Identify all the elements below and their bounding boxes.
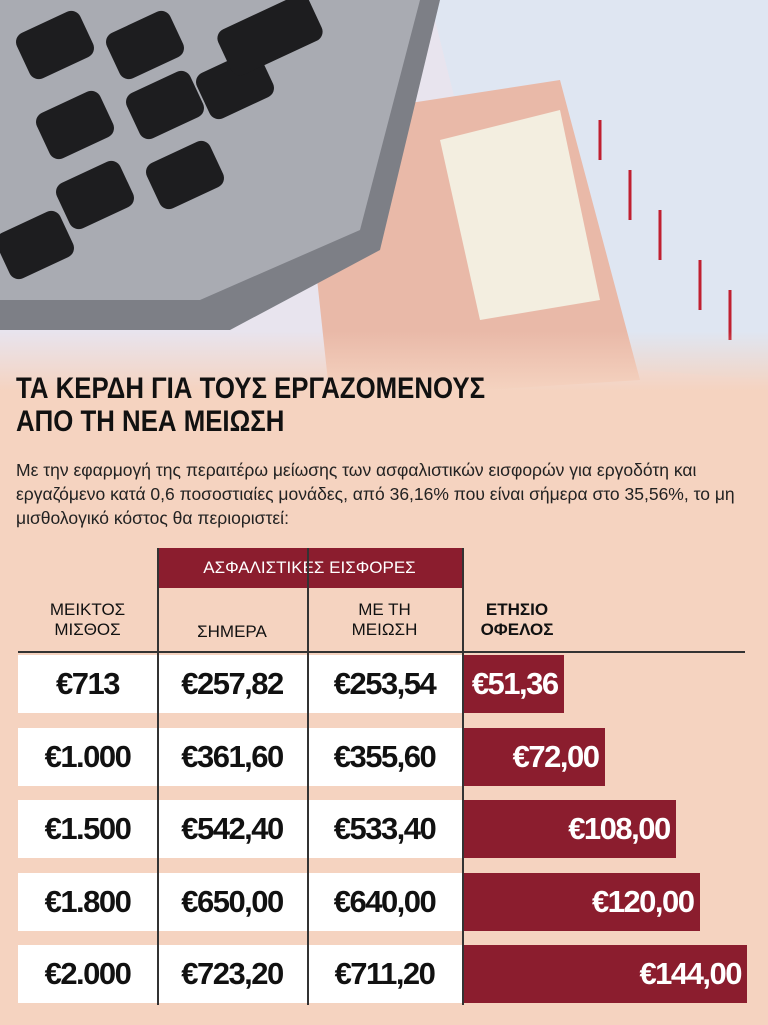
bar-value-label: €144,00 <box>639 956 742 991</box>
table-cell: €257,82 <box>181 666 284 701</box>
table-cell: €711,20 <box>334 956 436 991</box>
table-cell: €723,20 <box>181 956 284 991</box>
group-header-bg <box>157 548 462 588</box>
background-photo <box>0 0 768 460</box>
column-header: ΜΕ ΤΗ ΜΕΙΩΣΗ <box>351 600 418 639</box>
column-divider <box>157 655 159 1005</box>
title-line: ΑΠΟ ΤΗ ΝΕΑ ΜΕΙΩΣΗ <box>16 405 285 438</box>
bar-value-label: €108,00 <box>568 811 671 846</box>
table-cell: €1.500 <box>44 811 132 846</box>
bar <box>462 872 700 931</box>
table-cell: €640,00 <box>333 883 437 919</box>
table-cell: €542,40 <box>181 811 284 846</box>
table-cell: €253,54 <box>333 666 437 701</box>
table-cell: €650,00 <box>181 883 284 919</box>
bar-value-label: €120,00 <box>591 883 695 919</box>
column-header: ΜΕΙΚΤΟΣ ΜΙΣΘΟΣ <box>49 600 126 639</box>
table-cell: €1.800 <box>44 883 132 919</box>
column-divider <box>462 655 464 1005</box>
group-header: ΑΣΦΑΛΙΣΤΙΚΕΣ ΕΙΣΦΟΡΕΣ <box>203 558 416 577</box>
column-header: ΕΤΗΣΙΟ ΟΦΕΛΟΣ <box>480 600 554 639</box>
bar <box>462 800 676 858</box>
description: Με την εφαρμογή της περαιτέρω μείωσης τω… <box>16 460 735 528</box>
header-rule <box>18 651 745 653</box>
table-cell: €533,40 <box>333 811 437 846</box>
column-header: ΣΗΜΕΡΑ <box>197 622 267 641</box>
bar <box>462 727 605 786</box>
column-divider <box>307 655 309 1005</box>
row-band <box>18 945 462 1003</box>
title-line: ΤΑ ΚΕΡΔΗ ΓΙΑ ΤΟΥΣ ΕΡΓΑΖΟΜΕΝΟΥΣ <box>16 372 486 405</box>
bar-value-label: €51,36 <box>471 666 559 701</box>
row-band <box>18 727 462 786</box>
table-cell: €2.000 <box>44 956 132 991</box>
bar-value-label: €72,00 <box>512 738 600 774</box>
row-band <box>18 800 462 858</box>
table-cell: €361,60 <box>181 738 284 774</box>
table-cell: €1.000 <box>44 738 132 774</box>
bar <box>462 655 564 713</box>
bar <box>462 945 747 1003</box>
row-band <box>18 655 462 713</box>
table-cell: €355,60 <box>333 738 437 774</box>
title: ΤΑ ΚΕΡΔΗ ΓΙΑ ΤΟΥΣ ΕΡΓΑΖΟΜΕΝΟΥΣ ΑΠΟ ΤΗ ΝΕ… <box>16 372 485 438</box>
table-cell: €713 <box>56 666 120 701</box>
row-band <box>18 872 462 931</box>
